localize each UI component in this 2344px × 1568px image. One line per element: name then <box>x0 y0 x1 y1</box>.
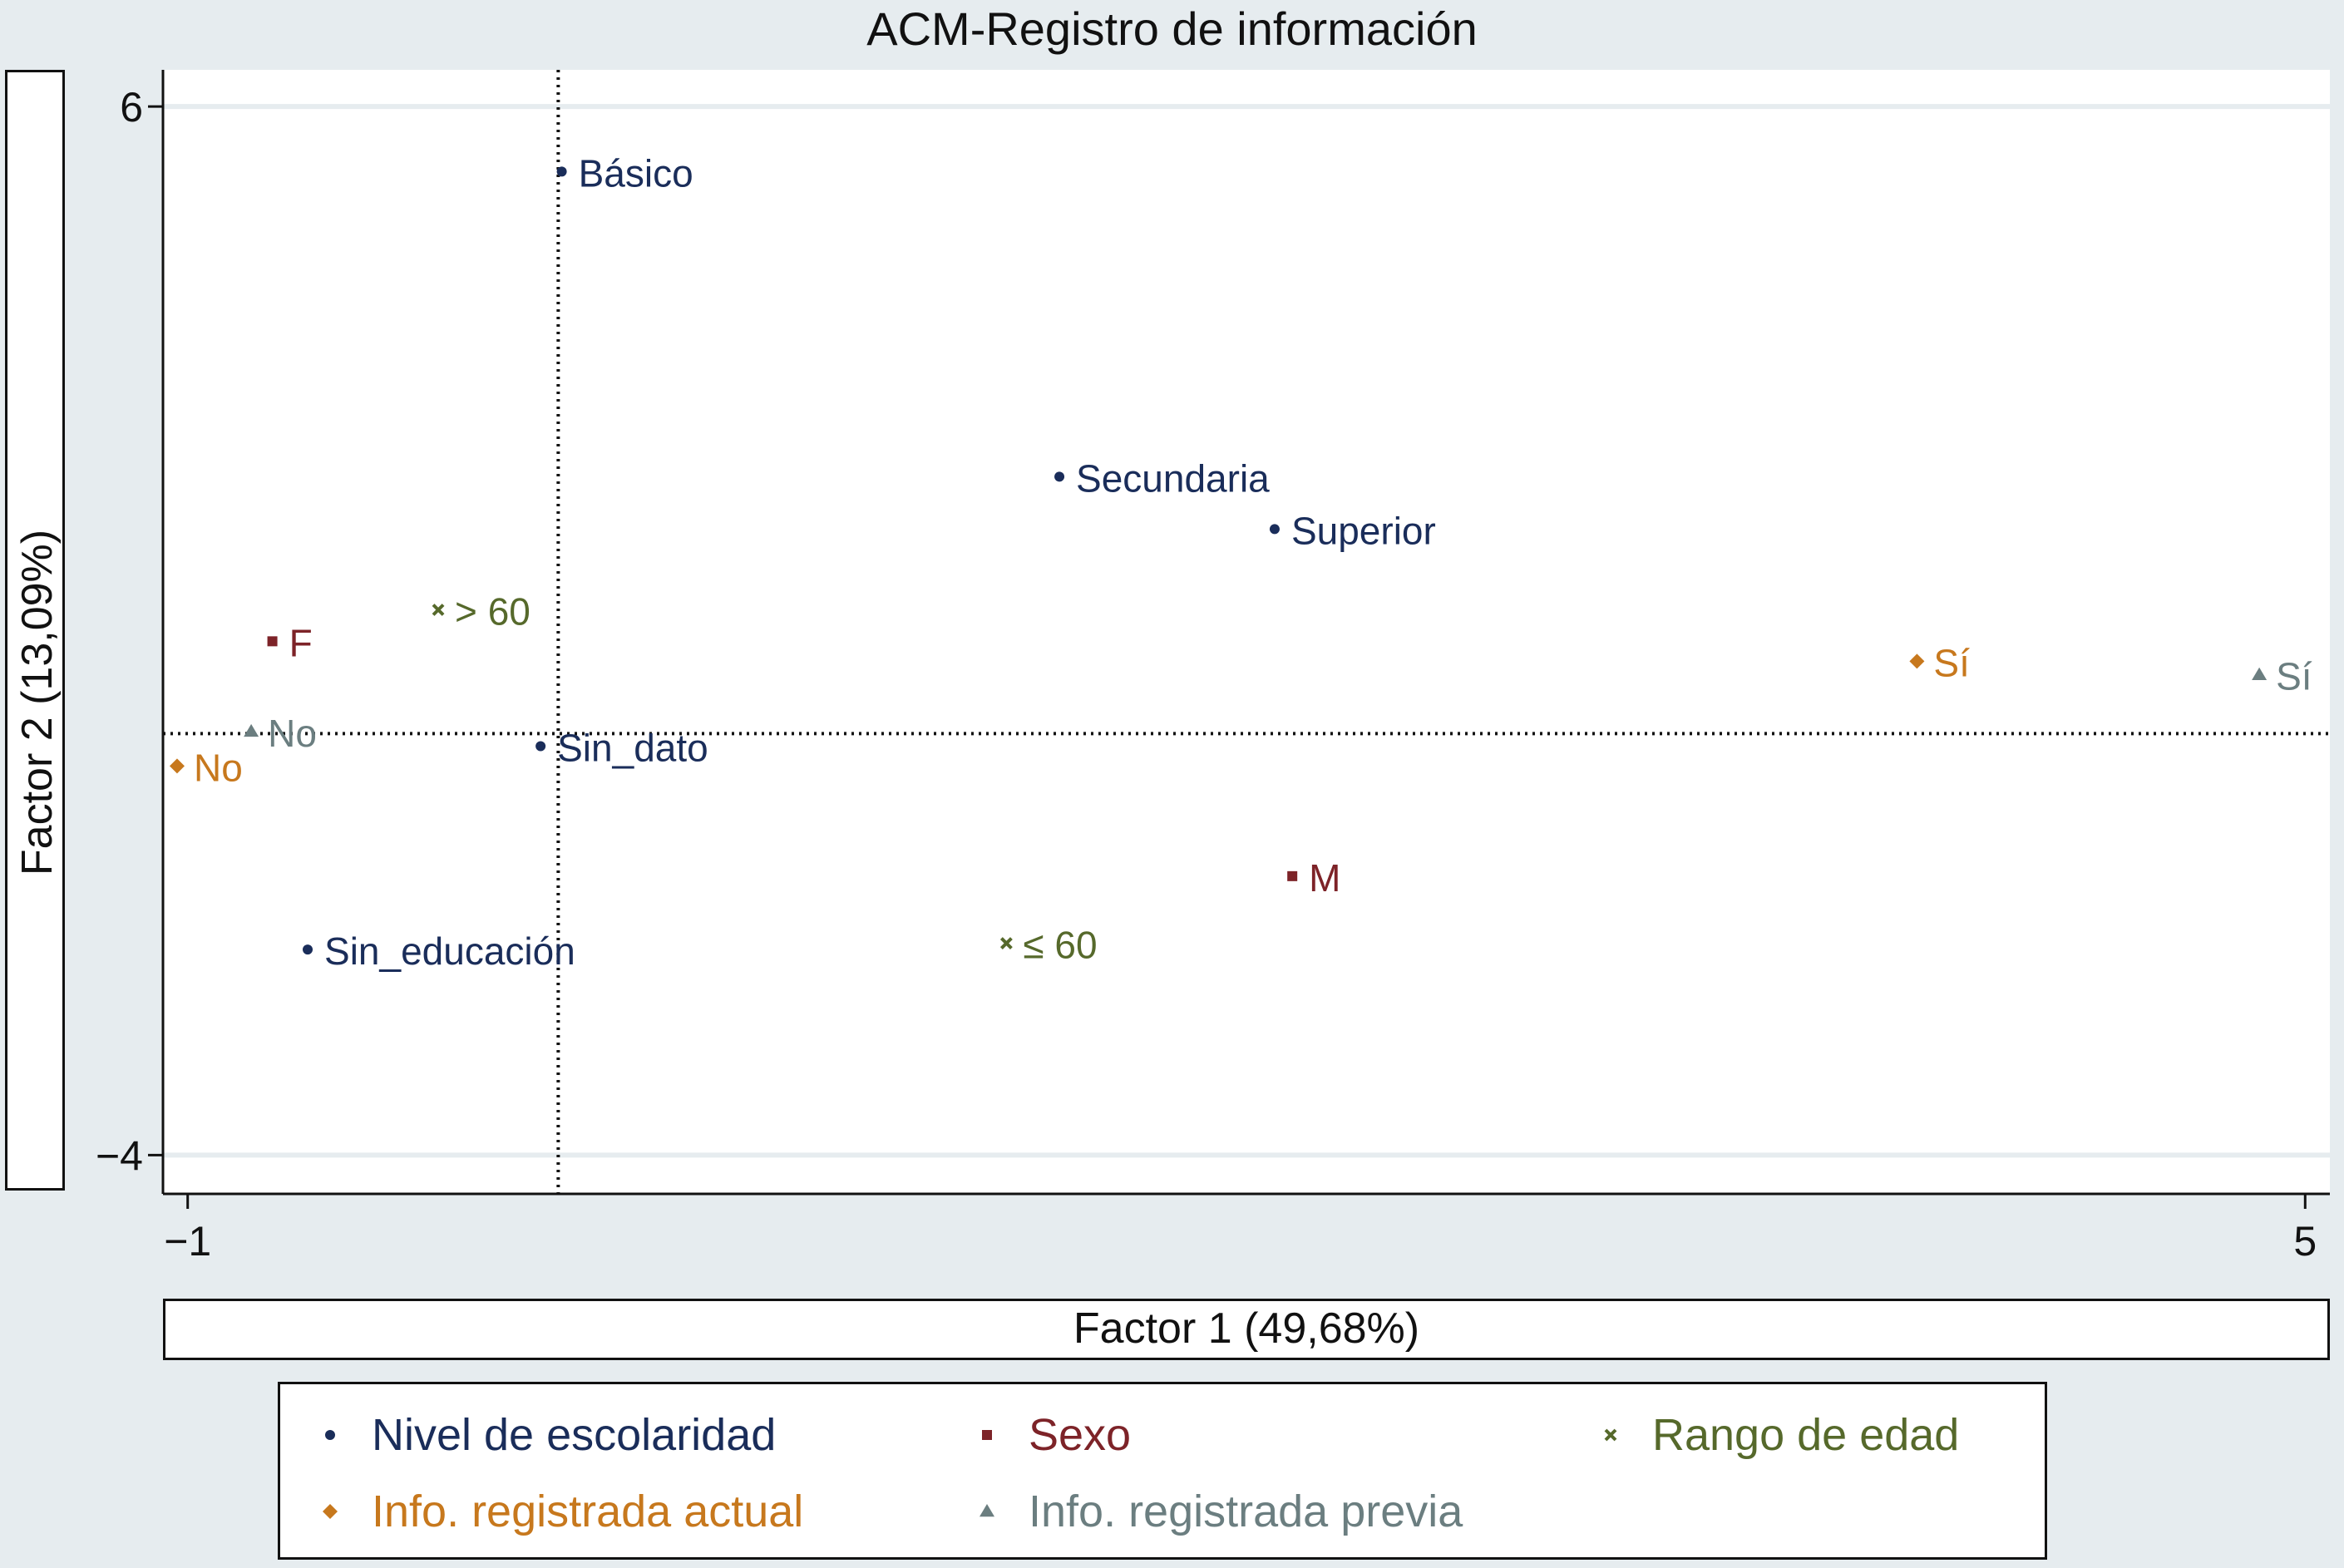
y-axis-label: Factor 2 (13,09%) <box>13 529 62 876</box>
legend-label: Nivel de escolaridad <box>372 1410 777 1460</box>
data-point <box>1054 471 1065 482</box>
legend-item: Rango de edad <box>1586 1409 1959 1461</box>
plot-area <box>163 70 2330 1194</box>
data-point <box>432 604 445 616</box>
data-point <box>1909 653 1925 669</box>
legend-marker-icon <box>962 1423 1012 1447</box>
data-label: > 60 <box>455 590 530 634</box>
legend-item: Info. registrada actual <box>305 1486 803 1537</box>
legend-marker-icon <box>1586 1423 1636 1447</box>
data-point <box>535 741 546 752</box>
legend-marker-icon <box>305 1423 355 1447</box>
data-points: Básico Secundaria Superior Sin_dato Sin_educ… <box>169 151 2312 973</box>
y-tick-label: −4 <box>96 1132 143 1179</box>
data-label: Secundaria <box>1076 456 1270 500</box>
data-label: No <box>268 712 317 755</box>
axis-ticks: 6 −4 −1 5 <box>96 84 2317 1265</box>
x-tick-label: 5 <box>2293 1218 2317 1265</box>
x-axis-label: Factor 1 (49,68%) <box>163 1299 2330 1360</box>
data-label: F <box>289 621 313 664</box>
legend-item: Sexo <box>962 1409 1131 1461</box>
grid-lines <box>163 104 2330 1158</box>
legend: Nivel de escolaridad Sexo Rango de edad Inf… <box>278 1382 2047 1560</box>
legend-marker-icon <box>962 1499 1012 1524</box>
data-point <box>169 758 185 774</box>
data-label: No <box>194 746 243 789</box>
legend-label: Rango de edad <box>1652 1410 1960 1460</box>
legend-item: Info. registrada previa <box>962 1486 1463 1537</box>
data-point <box>1269 524 1280 535</box>
data-point <box>2252 667 2268 681</box>
y-tick-label: 6 <box>120 84 143 131</box>
data-point <box>999 937 1013 949</box>
data-label: Sin_educación <box>324 929 575 973</box>
data-point <box>244 723 259 737</box>
data-label: Básico <box>579 151 693 195</box>
reference-lines <box>163 70 2330 1194</box>
data-point <box>1287 870 1298 881</box>
legend-label: Sexo <box>1029 1410 1132 1460</box>
x-tick-label: −1 <box>164 1218 211 1265</box>
data-point <box>303 944 313 955</box>
data-point <box>556 166 567 177</box>
data-label: ≤ 60 <box>1023 924 1097 967</box>
data-label: Superior <box>1291 509 1436 552</box>
y-axis-label-box: Factor 2 (13,09%) <box>5 70 65 1191</box>
legend-label: Info. registrada actual <box>372 1487 804 1536</box>
legend-marker-icon <box>305 1499 355 1524</box>
data-label: Sin_dato <box>557 726 708 769</box>
legend-label: Info. registrada previa <box>1029 1487 1463 1536</box>
data-label: Sí <box>2276 655 2312 698</box>
data-point <box>267 636 278 647</box>
chart-title: ACM-Registro de información <box>866 2 1478 55</box>
data-label: Sí <box>1933 641 1970 684</box>
data-label: M <box>1309 856 1340 900</box>
legend-item: Nivel de escolaridad <box>305 1409 776 1461</box>
